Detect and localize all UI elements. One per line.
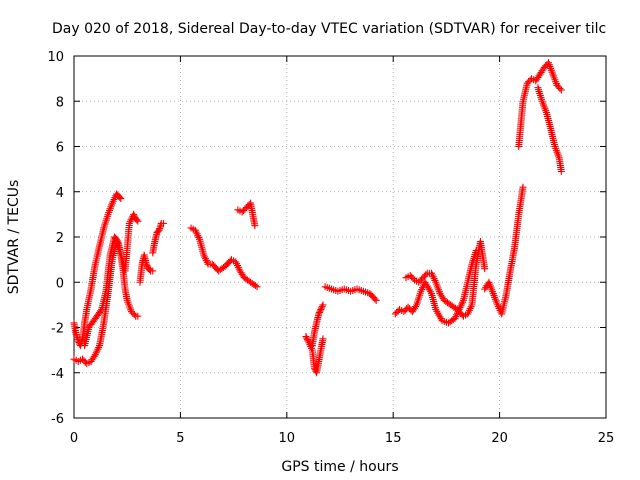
x-tick-label: 25	[598, 431, 615, 446]
data-point	[372, 296, 380, 304]
data-series	[302, 333, 327, 377]
data-series	[308, 301, 327, 350]
data-point	[146, 266, 154, 274]
y-tick-label: -6	[51, 412, 64, 427]
y-tick-label: -4	[51, 367, 64, 382]
data-point	[557, 86, 565, 94]
data-point	[557, 167, 565, 175]
data-point	[251, 222, 259, 230]
data-point	[316, 307, 324, 315]
data-series	[136, 251, 157, 286]
data-point	[114, 238, 122, 246]
data-point	[409, 274, 417, 282]
data-point	[412, 303, 420, 311]
y-tick-label: 10	[47, 50, 64, 65]
data-point	[159, 219, 167, 227]
data-point	[318, 304, 326, 312]
data-point	[113, 237, 121, 245]
data-point	[130, 311, 138, 319]
data-series	[234, 199, 259, 230]
data-point	[303, 336, 311, 344]
data-point	[253, 283, 261, 291]
data-series	[70, 190, 125, 350]
axis-ticks: 0 5 10 15 20 25 -6 -4 -2 0 2 4 6 8 10	[47, 50, 614, 446]
data-series	[515, 59, 565, 150]
data-point	[130, 210, 138, 218]
data-series	[534, 84, 565, 175]
data-series	[321, 283, 380, 304]
data-series	[481, 183, 527, 318]
data-point	[143, 262, 151, 270]
data-series	[81, 233, 142, 350]
data-point	[422, 271, 430, 279]
data-point	[134, 217, 142, 225]
x-tick-label: 10	[279, 431, 296, 446]
x-tick-label: 15	[385, 431, 402, 446]
data-point	[251, 282, 259, 290]
grid-lines	[74, 56, 606, 418]
data-series	[402, 238, 489, 320]
y-tick-label: 0	[56, 276, 64, 291]
data-point	[519, 183, 527, 191]
data-point	[149, 267, 157, 275]
data-point	[90, 352, 98, 360]
data-point	[130, 212, 138, 220]
y-axis-label: SDTVAR / TECUs	[6, 180, 22, 295]
x-axis-label: GPS time / hours	[281, 459, 398, 475]
x-tick-label: 5	[176, 431, 184, 446]
y-tick-label: 6	[56, 141, 64, 156]
data-marks	[70, 59, 565, 377]
data-point	[116, 193, 124, 201]
data-point	[481, 265, 489, 273]
data-point	[97, 307, 105, 315]
data-point	[302, 333, 310, 341]
y-tick-label: -2	[51, 322, 64, 337]
data-point	[556, 84, 564, 92]
x-tick-label: 20	[491, 431, 508, 446]
data-point	[317, 305, 325, 313]
y-tick-label: 8	[56, 95, 64, 110]
data-point	[133, 216, 141, 224]
data-series	[187, 224, 261, 291]
data-point	[134, 312, 142, 320]
y-tick-label: 2	[56, 231, 64, 246]
data-point	[319, 301, 327, 309]
y-tick-label: 4	[56, 186, 64, 201]
data-point	[315, 310, 323, 318]
data-point	[303, 334, 311, 342]
data-point	[315, 308, 323, 316]
x-tick-label: 0	[70, 431, 78, 446]
data-point	[318, 302, 326, 310]
data-point	[319, 335, 327, 343]
data-point	[117, 195, 125, 203]
data-point	[142, 260, 150, 268]
data-point	[371, 295, 379, 303]
chart-title: Day 020 of 2018, Sidereal Day-to-day VTE…	[52, 21, 606, 37]
data-point	[113, 235, 121, 243]
data-series	[149, 219, 167, 257]
